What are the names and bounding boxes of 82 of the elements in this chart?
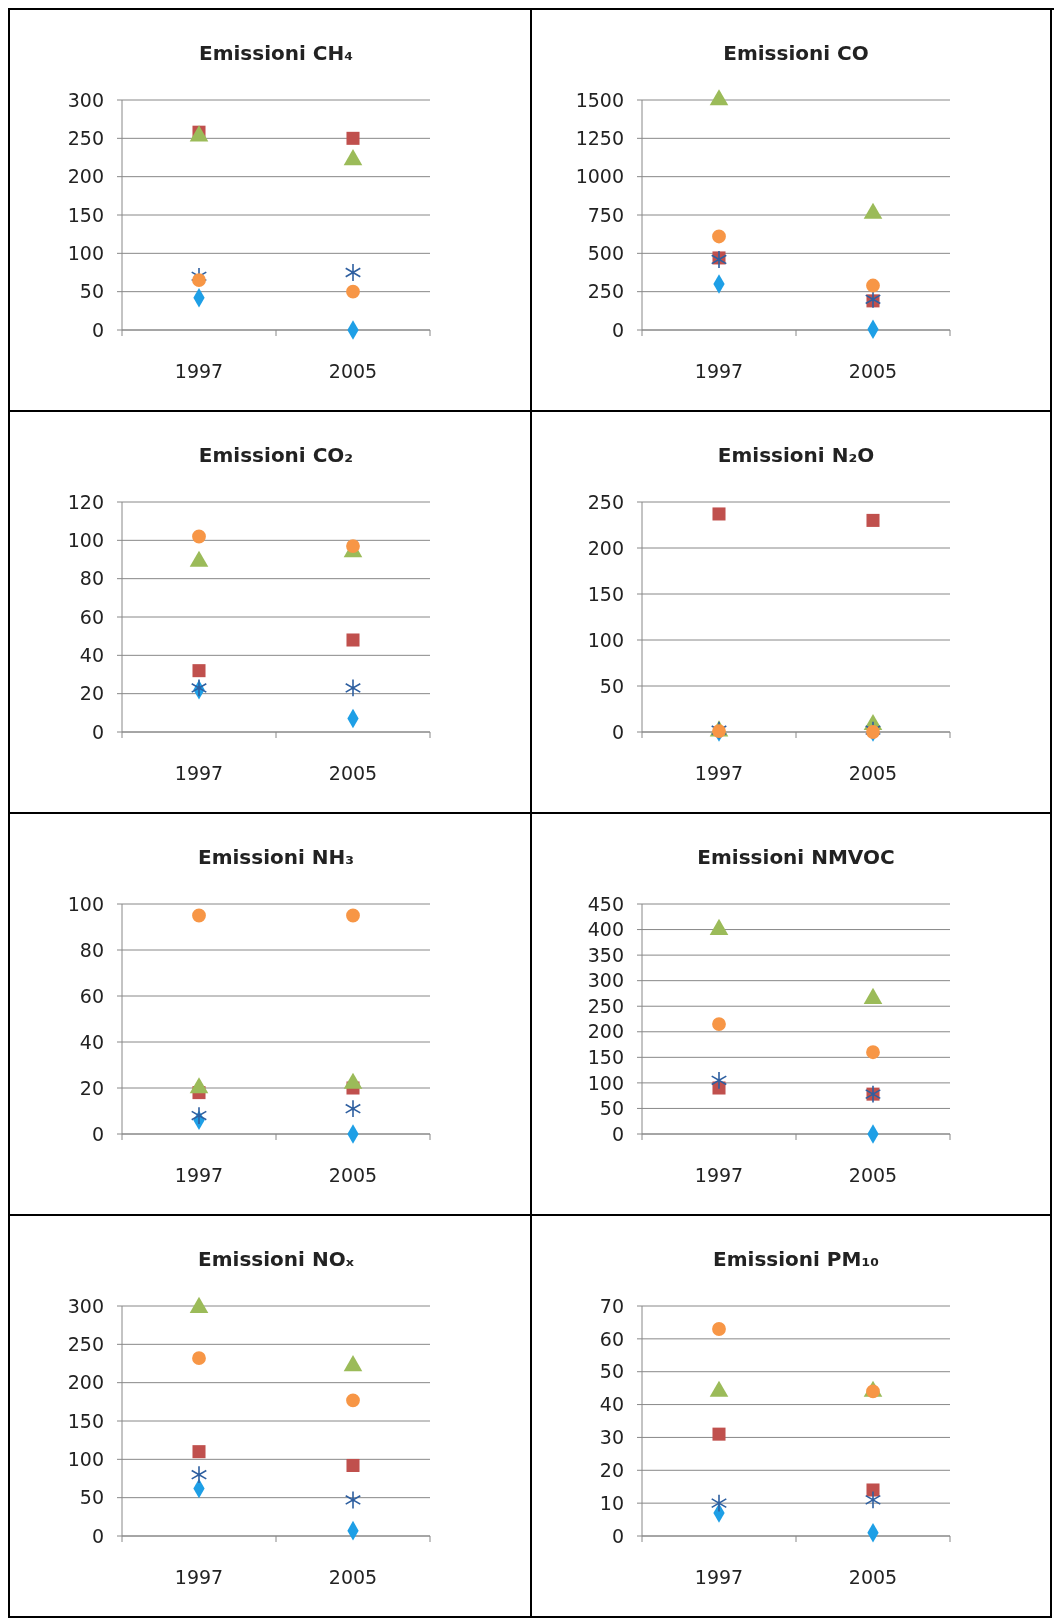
y-tick-label: 150 — [67, 1409, 104, 1432]
y-tick-label: 1000 — [575, 165, 624, 188]
y-tick-label: 100 — [587, 1071, 624, 1094]
y-tick-label: 150 — [587, 1045, 624, 1068]
y-tick-label: 40 — [79, 1030, 104, 1053]
y-tick-label: 200 — [67, 1371, 104, 1394]
y-tick-label: 300 — [67, 88, 104, 111]
x-tick-label: 1997 — [694, 1164, 744, 1186]
x-tick-label: 1997 — [174, 1164, 224, 1186]
x-tick-label: 1997 — [174, 762, 224, 784]
y-tick-label: 250 — [67, 126, 104, 149]
y-tick-label: 250 — [587, 994, 624, 1017]
chart-title: Emissioni NOₓ — [198, 1247, 355, 1271]
x-tick-label: 2005 — [848, 762, 898, 784]
y-tick-label: 1500 — [575, 88, 624, 111]
x-tick-label: 1997 — [174, 1566, 224, 1588]
x-tick-label: 2005 — [328, 1164, 378, 1186]
y-tick-label: 120 — [67, 490, 104, 513]
y-tick-label: 50 — [599, 1097, 624, 1120]
y-tick-label: 0 — [91, 1524, 104, 1547]
y-tick-label: 0 — [91, 318, 104, 341]
y-tick-label: 350 — [587, 943, 624, 966]
y-tick-label: 400 — [587, 918, 624, 941]
y-tick-label: 50 — [599, 674, 624, 697]
chart-title: Emissioni CO₂ — [198, 443, 354, 467]
x-tick-label: 2005 — [848, 1566, 898, 1588]
y-tick-label: 150 — [67, 203, 104, 226]
x-tick-label: 1997 — [694, 1566, 744, 1588]
y-tick-label: 60 — [79, 605, 104, 628]
y-tick-label: 300 — [67, 1294, 104, 1317]
x-tick-label: 1997 — [694, 360, 744, 382]
y-tick-label: 0 — [611, 1122, 624, 1145]
x-tick-label: 1997 — [694, 762, 744, 784]
chart-title: Emissioni CH₄ — [199, 41, 353, 65]
y-tick-label: 250 — [587, 490, 624, 513]
y-tick-label: 1250 — [575, 126, 624, 149]
x-tick-label: 2005 — [848, 1164, 898, 1186]
y-tick-label: 0 — [91, 720, 104, 743]
y-tick-label: 250 — [67, 1332, 104, 1355]
y-tick-label: 50 — [79, 280, 104, 303]
y-tick-label: 200 — [587, 536, 624, 559]
y-tick-label: 80 — [79, 938, 104, 961]
y-tick-label: 50 — [79, 1486, 104, 1509]
y-tick-label: 0 — [611, 1524, 624, 1547]
y-tick-label: 100 — [67, 892, 104, 915]
x-tick-label: 2005 — [848, 360, 898, 382]
y-tick-label: 20 — [79, 682, 104, 705]
chart-title: Emissioni PM₁₀ — [713, 1247, 879, 1271]
y-tick-label: 100 — [67, 528, 104, 551]
y-tick-label: 60 — [599, 1327, 624, 1350]
y-tick-label: 0 — [611, 720, 624, 743]
x-tick-label: 1997 — [174, 360, 224, 382]
chart-title: Emissioni N₂O — [717, 443, 875, 467]
y-tick-label: 150 — [587, 582, 624, 605]
x-tick-label: 2005 — [328, 360, 378, 382]
y-tick-label: 100 — [67, 241, 104, 264]
y-tick-label: 20 — [599, 1458, 624, 1481]
y-tick-label: 200 — [67, 165, 104, 188]
y-tick-label: 0 — [611, 318, 624, 341]
y-tick-label: 100 — [67, 1447, 104, 1470]
y-tick-label: 500 — [587, 241, 624, 264]
y-tick-label: 40 — [79, 643, 104, 666]
y-tick-label: 100 — [587, 628, 624, 651]
y-tick-label: 20 — [79, 1076, 104, 1099]
y-tick-label: 40 — [599, 1393, 624, 1416]
y-tick-label: 750 — [587, 203, 624, 226]
chart-title: Emissioni CO — [723, 41, 869, 65]
y-tick-label: 60 — [79, 984, 104, 1007]
y-tick-label: 80 — [79, 567, 104, 590]
y-tick-label: 70 — [599, 1294, 624, 1317]
y-tick-label: 450 — [587, 892, 624, 915]
y-tick-label: 200 — [587, 1020, 624, 1043]
y-tick-label: 250 — [587, 280, 624, 303]
y-tick-label: 0 — [91, 1122, 104, 1145]
y-tick-label: 10 — [599, 1491, 624, 1514]
chart-title: Emissioni NH₃ — [197, 845, 355, 869]
y-tick-label: 30 — [599, 1426, 624, 1449]
x-tick-label: 2005 — [328, 1566, 378, 1588]
y-tick-label: 300 — [587, 969, 624, 992]
x-tick-label: 2005 — [328, 762, 378, 784]
y-tick-label: 50 — [599, 1360, 624, 1383]
chart-title: Emissioni NMVOC — [697, 845, 895, 869]
